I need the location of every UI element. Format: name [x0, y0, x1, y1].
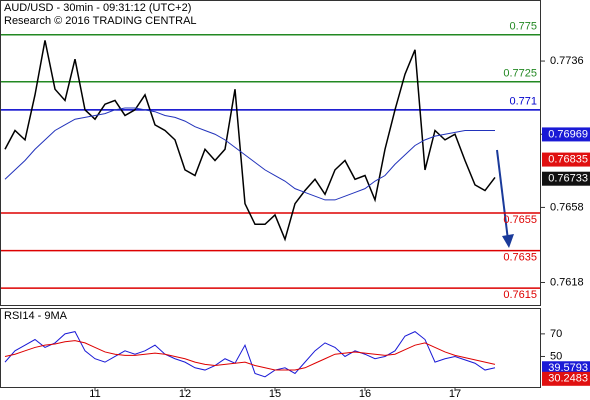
series-line [4, 331, 496, 378]
x-tick-label: 17 [449, 388, 461, 400]
chart-subtitle: Research © 2016 TRADING CENTRAL [4, 15, 197, 27]
series-line [4, 40, 496, 242]
price-marker-label: 0.76969 [548, 128, 588, 140]
arrow-head [502, 234, 514, 248]
price-marker-label: 0.76733 [548, 173, 588, 185]
level-label: 0.7615 [503, 289, 537, 301]
level-label: 0.7655 [503, 214, 537, 226]
price-marker-label: 30.2483 [548, 373, 588, 385]
series-line [4, 340, 496, 371]
price-marker [542, 371, 590, 386]
level-label: 0.771 [509, 96, 537, 108]
y-tick-label: 0.7736 [550, 55, 584, 67]
y-tick-label: 50 [550, 350, 562, 362]
y-tick-label: 70 [550, 328, 562, 340]
price-marker-label: 39.5793 [548, 362, 588, 374]
forecast-arrow [496, 149, 509, 241]
price-marker [542, 361, 590, 376]
price-marker-label: 0.76835 [548, 153, 588, 165]
chart-title: AUD/USD - 30min - 09:31:12 (UTC+2) [4, 2, 191, 14]
level-label: 0.7635 [503, 251, 537, 263]
series-line [4, 107, 495, 201]
price-marker [542, 171, 590, 186]
level-label: 0.775 [509, 21, 537, 33]
rsi-panel [0, 308, 541, 388]
price-marker [542, 152, 590, 167]
level-label: 0.7725 [503, 68, 537, 80]
x-tick-label: 11 [89, 388, 100, 400]
rsi-title: RSI14 - 9MA [4, 310, 68, 322]
price-panel [0, 0, 541, 306]
y-tick-label: 0.7618 [550, 276, 584, 288]
y-tick-label: 0.7658 [550, 201, 584, 213]
x-tick-label: 15 [269, 388, 281, 400]
x-tick-label: 16 [359, 388, 371, 400]
x-tick-label: 12 [179, 388, 191, 400]
price-marker [542, 127, 590, 142]
